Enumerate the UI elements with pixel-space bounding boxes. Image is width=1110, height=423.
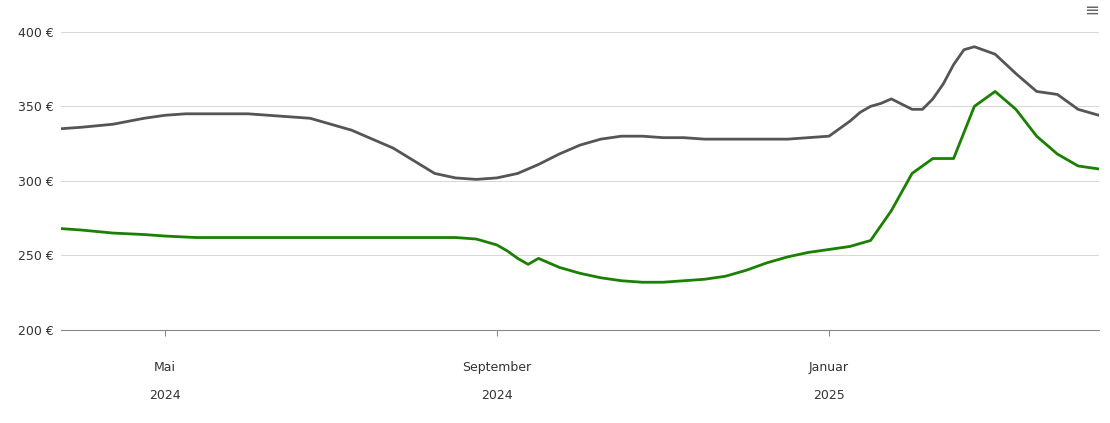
Text: Mai: Mai (154, 361, 175, 374)
Text: Januar: Januar (809, 361, 849, 374)
Text: September: September (463, 361, 532, 374)
Text: 2024: 2024 (149, 390, 181, 402)
Text: ≡: ≡ (1083, 1, 1099, 19)
Text: 2024: 2024 (481, 390, 513, 402)
Text: 2025: 2025 (814, 390, 845, 402)
